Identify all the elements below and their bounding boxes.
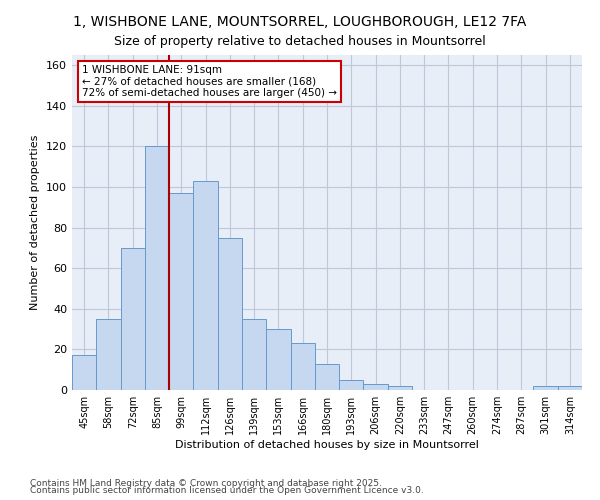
Bar [315, 364, 339, 390]
Bar [72, 356, 96, 390]
Bar [218, 238, 242, 390]
Text: 1 WISHBONE LANE: 91sqm
← 27% of detached houses are smaller (168)
72% of semi-de: 1 WISHBONE LANE: 91sqm ← 27% of detached… [82, 65, 337, 98]
Bar [558, 386, 582, 390]
Bar [388, 386, 412, 390]
Bar [364, 384, 388, 390]
Text: Size of property relative to detached houses in Mountsorrel: Size of property relative to detached ho… [114, 35, 486, 48]
Bar [290, 344, 315, 390]
X-axis label: Distribution of detached houses by size in Mountsorrel: Distribution of detached houses by size … [175, 440, 479, 450]
Bar [266, 329, 290, 390]
Text: Contains HM Land Registry data © Crown copyright and database right 2025.: Contains HM Land Registry data © Crown c… [30, 478, 382, 488]
Bar [121, 248, 145, 390]
Bar [169, 193, 193, 390]
Bar [533, 386, 558, 390]
Bar [96, 319, 121, 390]
Text: 1, WISHBONE LANE, MOUNTSORREL, LOUGHBOROUGH, LE12 7FA: 1, WISHBONE LANE, MOUNTSORREL, LOUGHBORO… [73, 15, 527, 29]
Y-axis label: Number of detached properties: Number of detached properties [31, 135, 40, 310]
Bar [242, 319, 266, 390]
Text: Contains public sector information licensed under the Open Government Licence v3: Contains public sector information licen… [30, 486, 424, 495]
Bar [339, 380, 364, 390]
Bar [145, 146, 169, 390]
Bar [193, 181, 218, 390]
